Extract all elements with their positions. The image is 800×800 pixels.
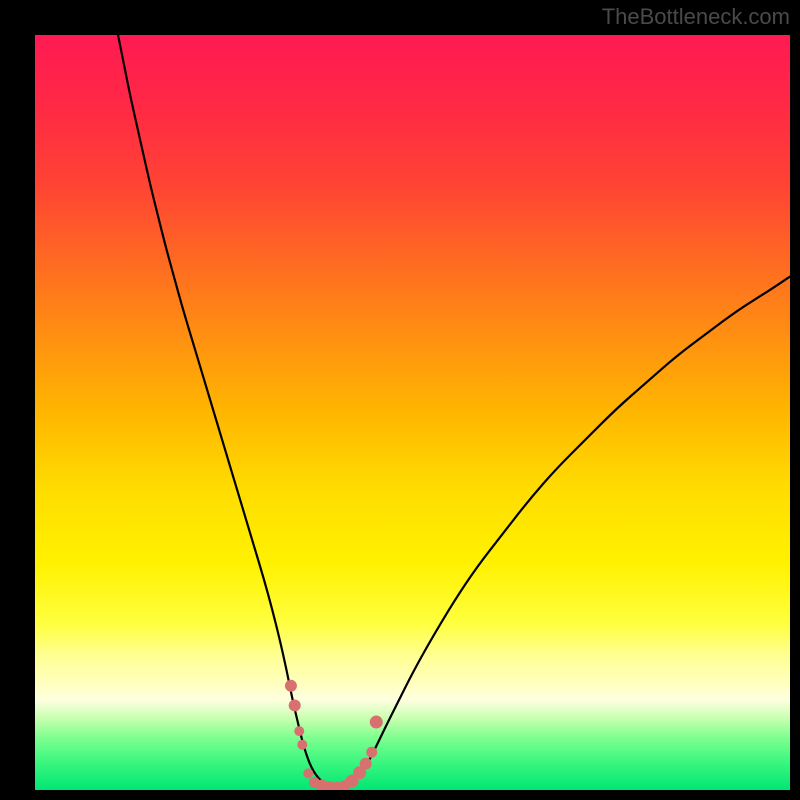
curve-marker <box>297 740 307 750</box>
curve-marker <box>370 716 383 729</box>
curve-marker <box>366 747 377 758</box>
chart-background <box>35 35 790 790</box>
curve-marker <box>360 758 372 770</box>
curve-marker <box>303 768 313 778</box>
curve-marker <box>285 680 297 692</box>
curve-marker <box>294 726 304 736</box>
bottleneck-curve-chart <box>35 35 790 790</box>
chart-plot-area <box>35 35 790 790</box>
curve-marker <box>289 699 301 711</box>
watermark-text: TheBottleneck.com <box>602 4 790 30</box>
